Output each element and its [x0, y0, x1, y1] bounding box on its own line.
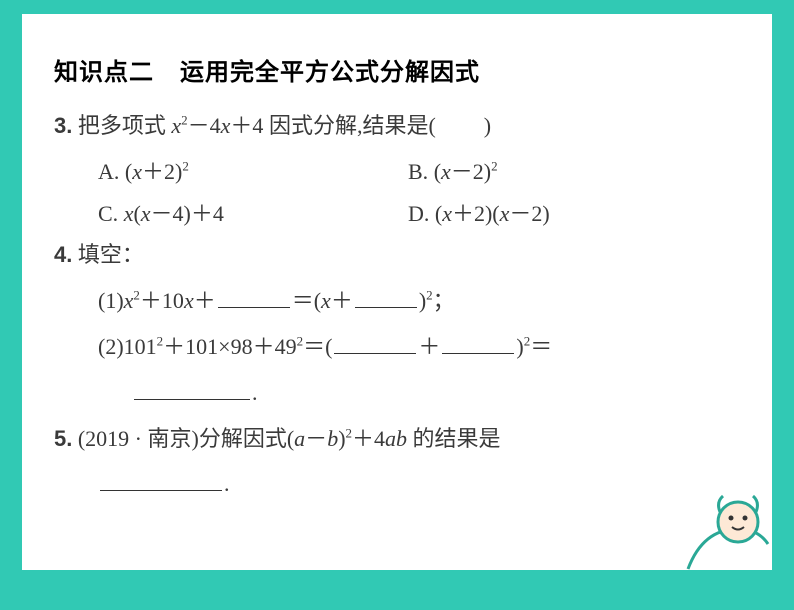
heading-part1: 知识点二 — [54, 59, 154, 86]
section-heading: 知识点二运用完全平方公式分解因式 — [54, 52, 740, 87]
q5-answer-line: . — [54, 463, 740, 505]
q3-option-b: B. (x－2)2 — [408, 151, 498, 193]
corner-decoration-icon — [668, 474, 778, 584]
q4-number: 4. — [54, 242, 72, 267]
q4-blank-4 — [442, 331, 514, 354]
q4-blank-5 — [134, 377, 250, 400]
q4-part2-line1: (2)1012＋101×98＋492＝(＋)2＝ — [54, 326, 740, 368]
q4-stem: 4. 填空： — [54, 234, 740, 276]
heading-part2: 运用完全平方公式分解因式 — [180, 59, 480, 86]
q5-number: 5. — [54, 426, 72, 451]
q4-blank-3 — [334, 331, 416, 354]
q5-stem: 5. (2019 · 南京)分解因式(a－b)2＋4ab 的结果是 — [54, 418, 740, 460]
q3-stem: 3. 把多项式 x2－4x＋4 因式分解,结果是() — [54, 105, 740, 147]
q4-part1: (1)x2＋10x＋＝(x＋)2； — [54, 280, 740, 322]
q3-number: 3. — [54, 113, 72, 138]
q5-blank — [100, 468, 222, 491]
q3-option-a: A. (x＋2)2 — [98, 151, 408, 193]
q4-blank-2 — [355, 285, 417, 308]
q3-option-c: C. x(x－4)＋4 — [98, 193, 408, 235]
q3-options: A. (x＋2)2 B. (x－2)2 C. x(x－4)＋4 D. (x＋2)… — [54, 151, 740, 235]
q4-part2-line2: . — [54, 372, 740, 414]
q3-option-d: D. (x＋2)(x－2) — [408, 193, 550, 235]
q4-blank-1 — [218, 285, 290, 308]
worksheet-page: 知识点二运用完全平方公式分解因式 3. 把多项式 x2－4x＋4 因式分解,结果… — [22, 14, 772, 570]
